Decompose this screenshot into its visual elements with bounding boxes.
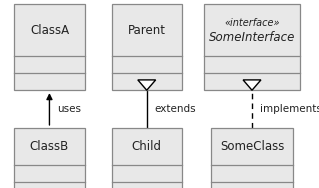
Text: Parent: Parent [128, 24, 166, 37]
Bar [14, 128, 85, 188]
Bar [204, 4, 300, 90]
Text: SomeClass: SomeClass [220, 140, 284, 153]
Text: SomeInterface: SomeInterface [209, 31, 295, 44]
Polygon shape [138, 80, 156, 90]
Text: ClassB: ClassB [30, 140, 69, 153]
Bar [112, 4, 182, 90]
Bar [112, 128, 182, 188]
Text: Child: Child [132, 140, 162, 153]
Text: implements: implements [260, 104, 319, 114]
Text: ClassA: ClassA [30, 24, 69, 37]
Text: extends: extends [155, 104, 196, 114]
Bar [211, 128, 293, 188]
Text: «interface»: «interface» [224, 18, 280, 29]
Bar [14, 4, 85, 90]
Polygon shape [243, 80, 261, 90]
Text: uses: uses [57, 104, 81, 114]
